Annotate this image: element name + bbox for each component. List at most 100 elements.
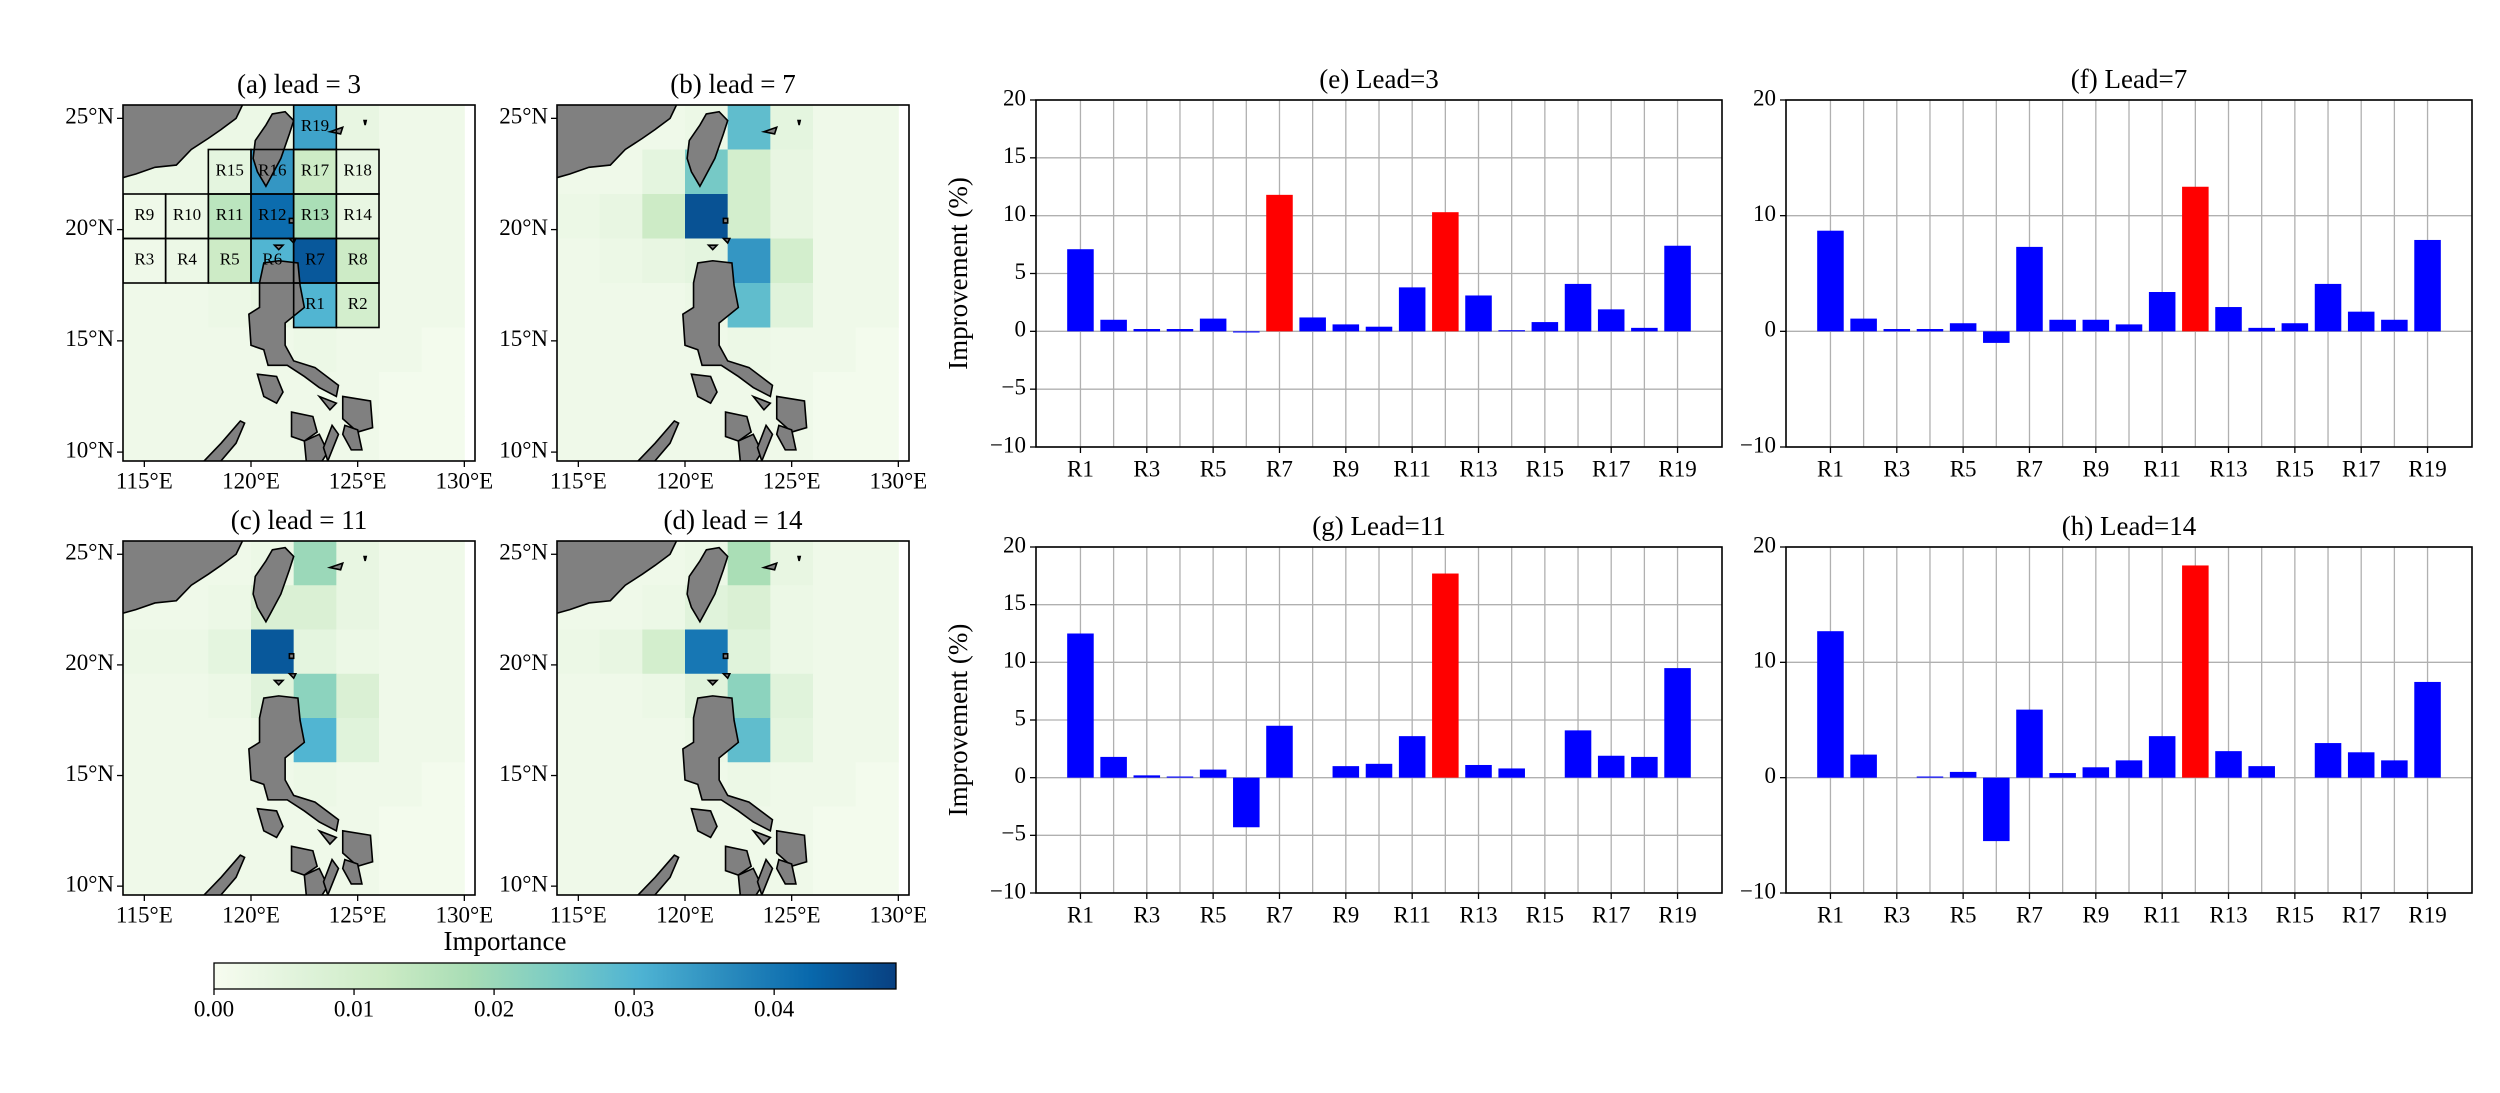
region-label: R13 [301, 205, 329, 224]
heat-cell [165, 673, 209, 719]
bar [2215, 307, 2242, 332]
heat-cell [642, 673, 686, 719]
chart-title: (g) Lead=11 [1312, 511, 1445, 541]
bar [1498, 330, 1525, 332]
heat-cell [727, 238, 771, 284]
region-label: R4 [177, 250, 197, 269]
heat-cell [421, 105, 465, 150]
heat-cell [770, 238, 814, 284]
heat-cell [855, 372, 899, 417]
bar [1365, 326, 1393, 332]
bar [2347, 752, 2375, 778]
heat-cell [642, 762, 686, 807]
bar [1299, 317, 1326, 332]
heat-cell [123, 283, 167, 328]
x-tick-label: 130°E [869, 902, 927, 927]
y-tick-label: 20 [1003, 85, 1026, 110]
heat-cell [813, 327, 857, 373]
region-box [292, 105, 338, 151]
heat-cell [293, 541, 337, 586]
x-tick-label: R19 [2408, 456, 2446, 481]
heat-cell [379, 718, 423, 763]
map-title: (b) lead = 7 [670, 69, 795, 99]
heat-cell [336, 629, 380, 675]
bar [1949, 323, 1977, 332]
y-tick-label: 0 [1015, 317, 1027, 342]
heat-cell [557, 673, 601, 719]
heat-cell [421, 629, 465, 675]
heat-cell [293, 149, 337, 195]
heat-cell [599, 194, 643, 239]
heat-cell [727, 149, 771, 195]
heat-cell [336, 718, 380, 763]
heat-cell [557, 194, 601, 239]
bar [1983, 777, 2010, 842]
heat-cell [208, 806, 252, 852]
heat-cell [379, 372, 423, 417]
heat-cell [855, 585, 899, 630]
bar [2381, 319, 2408, 332]
bar [2248, 327, 2275, 332]
heat-cell [208, 327, 252, 373]
heat-cell [421, 718, 465, 763]
chart-title: (e) Lead=3 [1319, 64, 1438, 94]
heat-cell [685, 194, 729, 239]
heat-cell [813, 105, 857, 150]
heat-cell [642, 629, 686, 675]
y-tick-label: −10 [990, 432, 1026, 457]
bar [1398, 736, 1426, 778]
region-label: R7 [305, 250, 325, 269]
colorbar-label: Importance [444, 926, 567, 956]
y-tick-label: 0 [1765, 317, 1777, 342]
y-tick-label: 5 [1015, 705, 1027, 730]
heat-cell [421, 416, 465, 461]
y-tick-label: 5 [1015, 259, 1027, 284]
bar [1883, 329, 1911, 332]
bar [1631, 327, 1658, 332]
region-label: R6 [262, 250, 282, 269]
heat-cell [208, 585, 252, 630]
bar [2414, 681, 2441, 778]
axes-frame [1785, 99, 2473, 448]
chart-title: (f) Lead=7 [2071, 64, 2187, 94]
region-label: R17 [301, 161, 330, 180]
y-tick-label: 15°N [499, 326, 548, 351]
heat-cell [813, 283, 857, 328]
bar [1166, 776, 1194, 778]
heat-cell [336, 327, 380, 373]
heat-cell [379, 416, 423, 461]
region-label: R12 [258, 205, 286, 224]
heat-cell [251, 629, 295, 675]
heat-cell [770, 105, 814, 150]
heat-cell [165, 718, 209, 763]
heat-cell [599, 238, 643, 284]
bar [1664, 668, 1691, 778]
region-label: R5 [220, 250, 240, 269]
x-tick-label: 120°E [222, 468, 280, 493]
x-tick-label: R11 [1393, 456, 1431, 481]
bar [2082, 319, 2110, 332]
heat-cell [599, 372, 643, 417]
map-panel: R1 R2 R3 R4 R5 R6 R7 R8 R9 R10 R11 R12 R13 R14 R15 R16 R… [65, 69, 493, 493]
x-tick-label: R17 [2342, 902, 2380, 927]
bar [1199, 318, 1227, 332]
heat-cell [770, 541, 814, 586]
heat-cell [813, 673, 857, 719]
bar [1266, 194, 1293, 332]
bar [1597, 309, 1625, 332]
map-frame [122, 104, 476, 462]
heat-cell [855, 850, 899, 895]
heat-cell [642, 194, 686, 239]
region-label: R2 [348, 294, 368, 313]
heat-cell [123, 327, 167, 373]
bar [1199, 769, 1227, 778]
bar [2082, 767, 2110, 778]
heat-cell [557, 327, 601, 373]
heat-cell [813, 149, 857, 195]
map-panel: (c) lead = 11 115°E 120°E 125°E 130°E 10°N 15°… [65, 505, 493, 927]
colorbar-tick-label: 0.02 [474, 996, 514, 1021]
heat-cell [599, 718, 643, 763]
region-label: R3 [134, 250, 154, 269]
bar [1850, 754, 1877, 778]
heat-cell [770, 629, 814, 675]
